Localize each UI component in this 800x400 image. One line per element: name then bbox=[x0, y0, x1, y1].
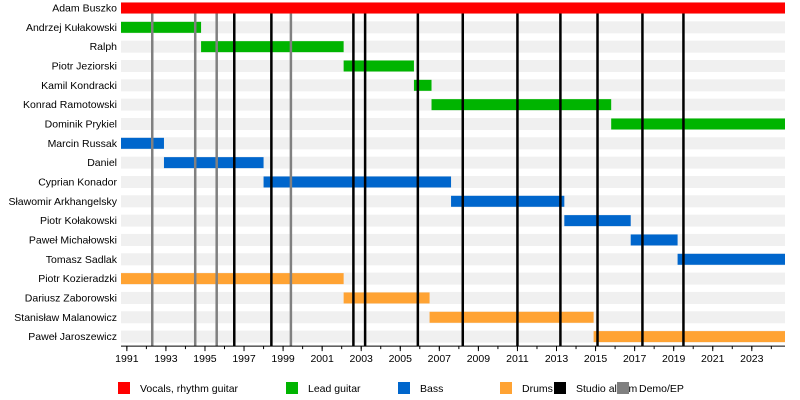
legend-swatch bbox=[500, 382, 512, 394]
member-bar bbox=[413, 79, 432, 91]
member-label: Paweł Michałowski bbox=[29, 234, 117, 246]
legend-label: Demo/EP bbox=[639, 383, 684, 395]
row-stripe bbox=[121, 175, 785, 188]
x-tick-label: 1999 bbox=[271, 353, 295, 365]
member-label: Sławomir Arkhangelsky bbox=[8, 196, 117, 208]
legend: Vocals, rhythm guitar Lead guitar Bass Drum… bbox=[118, 382, 684, 395]
member-label: Daniel bbox=[87, 157, 117, 169]
row-stripe bbox=[121, 137, 785, 150]
row-stripe bbox=[121, 59, 785, 72]
row-stripe bbox=[121, 214, 785, 227]
row-stripe bbox=[121, 253, 785, 266]
member-bar bbox=[677, 253, 785, 265]
member-label: Andrzej Kułakowski bbox=[26, 22, 117, 34]
member-label: Piotr Kozieradzki bbox=[38, 273, 117, 285]
legend-swatch bbox=[286, 382, 298, 394]
member-bar bbox=[163, 157, 264, 169]
member-label: Kamil Kondracki bbox=[41, 80, 117, 92]
legend-swatch bbox=[398, 382, 410, 394]
member-label: Dariusz Zaborowski bbox=[25, 292, 117, 304]
member-bar bbox=[429, 311, 594, 323]
member-bar bbox=[611, 118, 785, 130]
member-bar bbox=[431, 99, 612, 111]
member-label: Ralph bbox=[90, 41, 118, 53]
member-label: Marcin Russak bbox=[48, 138, 118, 150]
member-label: Cyprian Konador bbox=[38, 176, 117, 188]
member-bar bbox=[630, 234, 678, 246]
x-tick-label: 1995 bbox=[193, 353, 217, 365]
row-stripes bbox=[121, 2, 785, 343]
member-label: Dominik Prykiel bbox=[45, 118, 117, 130]
legend-label: Bass bbox=[420, 383, 443, 395]
x-tick-label: 2003 bbox=[350, 353, 374, 365]
member-bar bbox=[121, 273, 344, 285]
member-bar bbox=[121, 2, 785, 14]
member-label: Piotr Kołakowski bbox=[40, 215, 117, 227]
legend-label: Drums bbox=[522, 383, 553, 395]
x-tick-label: 2013 bbox=[545, 353, 569, 365]
x-tick-label: 2009 bbox=[467, 353, 491, 365]
member-label: Adam Buszko bbox=[52, 3, 117, 15]
member-label: Paweł Jaroszewicz bbox=[28, 331, 117, 343]
member-label: Piotr Jeziorski bbox=[52, 60, 117, 72]
member-bar bbox=[593, 331, 785, 343]
member-label: Tomasz Sadlak bbox=[46, 254, 118, 266]
x-tick-label: 1991 bbox=[115, 353, 139, 365]
x-tick-label: 2021 bbox=[701, 353, 725, 365]
legend-label: Vocals, rhythm guitar bbox=[140, 383, 239, 395]
row-stripe bbox=[121, 291, 785, 304]
member-label: Konrad Ramotowski bbox=[23, 99, 117, 111]
member-bar bbox=[343, 292, 430, 304]
x-tick-label: 2017 bbox=[623, 353, 647, 365]
x-tick-label: 2007 bbox=[428, 353, 452, 365]
x-tick-label: 1993 bbox=[154, 353, 178, 365]
x-axis: 1991 1993 1995 1997 1999 2001 2003 2005 2007 2009… bbox=[115, 345, 785, 365]
legend-label: Lead guitar bbox=[308, 383, 361, 395]
row-stripe bbox=[121, 156, 785, 169]
x-tick-label: 2015 bbox=[584, 353, 608, 365]
legend-swatch bbox=[118, 382, 130, 394]
member-bar bbox=[343, 60, 414, 72]
member-bar bbox=[451, 195, 565, 207]
membership-bars bbox=[121, 2, 785, 343]
row-stripe bbox=[121, 79, 785, 92]
x-tick-label: 1997 bbox=[232, 353, 256, 365]
member-bar bbox=[121, 137, 164, 149]
x-tick-label: 2005 bbox=[389, 353, 413, 365]
member-label: Stanisław Malanowicz bbox=[14, 312, 117, 324]
legend-swatch bbox=[554, 382, 566, 394]
member-bar bbox=[263, 176, 452, 188]
x-tick-label: 2023 bbox=[740, 353, 764, 365]
x-tick-label: 2011 bbox=[506, 353, 529, 365]
member-bar bbox=[121, 21, 202, 33]
x-tick-label: 2019 bbox=[662, 353, 686, 365]
row-stripe bbox=[121, 21, 785, 34]
row-stripe bbox=[121, 233, 785, 246]
legend-swatch bbox=[617, 382, 629, 394]
member-labels: Adam Buszko Andrzej Kułakowski Ralph Piotr … bbox=[8, 3, 117, 344]
release-lines bbox=[150, 13, 685, 347]
x-tick-label: 2001 bbox=[310, 353, 334, 365]
